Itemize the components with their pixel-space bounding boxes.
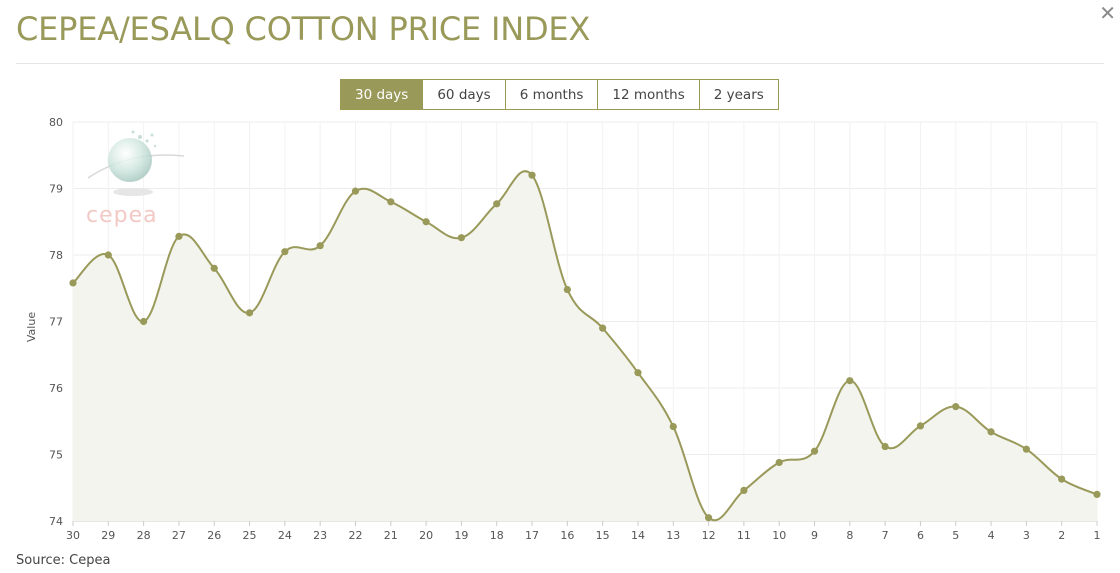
data-point xyxy=(493,200,501,208)
x-tick-label: 8 xyxy=(846,529,853,542)
data-point xyxy=(634,369,642,377)
data-point xyxy=(952,403,960,411)
range-tabs: 30 days 60 days 6 months 12 months 2 yea… xyxy=(340,79,779,110)
x-tick-label: 16 xyxy=(560,529,574,542)
data-point xyxy=(704,514,713,522)
series-points xyxy=(69,171,1101,522)
data-point xyxy=(387,198,395,206)
source-note: Source: Cepea xyxy=(16,553,111,568)
x-tick-label: 7 xyxy=(882,529,889,542)
header-divider xyxy=(16,63,1104,64)
y-tick-label: 79 xyxy=(49,183,63,196)
data-point xyxy=(245,309,254,317)
x-tick-label: 2 xyxy=(1058,529,1065,542)
x-tick-label: 4 xyxy=(988,529,995,542)
x-tick-label: 5 xyxy=(952,529,959,542)
data-point xyxy=(669,422,677,431)
data-point xyxy=(1022,445,1030,453)
x-tick-label: 27 xyxy=(172,529,186,542)
x-tick-label: 12 xyxy=(702,529,716,542)
x-tick-label: 26 xyxy=(207,529,221,542)
y-tick-label: 75 xyxy=(49,449,63,462)
cepea-logo-text: cepea xyxy=(86,203,158,228)
x-tick-label: 14 xyxy=(631,529,645,542)
data-point xyxy=(1058,475,1066,483)
x-axis: 30 29 28 27 26 25 24 23 22 21 20 19 18 17 16 15 14 13 12 11… xyxy=(66,520,1101,542)
data-point xyxy=(563,285,571,294)
data-point xyxy=(351,187,360,195)
data-point xyxy=(528,171,536,179)
tab-6-months[interactable]: 6 months xyxy=(504,80,598,109)
cepea-logo-watermark: cepea xyxy=(86,130,185,228)
x-tick-label: 21 xyxy=(384,529,398,542)
data-point xyxy=(422,218,430,226)
y-tick-label: 76 xyxy=(49,382,63,395)
y-tick-label: 80 xyxy=(49,116,63,129)
y-axis: 74 75 76 77 78 79 80 xyxy=(49,116,63,528)
x-tick-label: 29 xyxy=(101,529,115,542)
y-tick-label: 78 xyxy=(49,249,63,262)
x-tick-label: 3 xyxy=(1023,529,1030,542)
close-icon[interactable]: ✕ xyxy=(1099,1,1116,25)
series-line xyxy=(72,170,1098,522)
x-tick-label: 28 xyxy=(137,529,151,542)
y-axis-label: Value xyxy=(25,312,38,342)
x-tick-label: 11 xyxy=(737,529,751,542)
data-point xyxy=(1093,490,1101,498)
tab-2-years[interactable]: 2 years xyxy=(698,80,778,109)
data-point xyxy=(104,251,112,259)
x-tick-label: 22 xyxy=(348,529,362,542)
x-tick-label: 6 xyxy=(917,529,924,542)
x-tick-label: 30 xyxy=(66,529,80,542)
x-tick-label: 15 xyxy=(596,529,610,542)
data-point xyxy=(316,242,324,250)
data-point xyxy=(740,486,748,495)
data-point xyxy=(210,264,218,272)
data-point xyxy=(140,317,148,326)
data-point xyxy=(69,279,77,287)
x-tick-label: 17 xyxy=(525,529,539,542)
x-tick-label: 24 xyxy=(278,529,292,542)
x-tick-label: 25 xyxy=(243,529,257,542)
data-point xyxy=(457,234,466,242)
x-tick-label: 1 xyxy=(1094,529,1101,542)
tab-12-months[interactable]: 12 months xyxy=(597,80,698,109)
x-tick-label: 13 xyxy=(666,529,680,542)
y-tick-label: 77 xyxy=(49,316,63,329)
x-tick-label: 23 xyxy=(313,529,327,542)
x-tick-label: 10 xyxy=(772,529,786,542)
x-tick-label: 18 xyxy=(490,529,504,542)
x-tick-label: 19 xyxy=(454,529,468,542)
data-point xyxy=(599,324,607,332)
tab-60-days[interactable]: 60 days xyxy=(422,80,504,109)
data-point xyxy=(810,447,819,455)
tab-30-days[interactable]: 30 days xyxy=(341,80,423,109)
data-point xyxy=(916,422,925,430)
data-point xyxy=(881,442,889,451)
data-point xyxy=(987,428,995,436)
data-point xyxy=(775,458,783,467)
y-tick-label: 74 xyxy=(49,515,63,528)
data-point xyxy=(281,248,289,256)
data-point xyxy=(846,377,854,385)
x-tick-label: 9 xyxy=(811,529,818,542)
page-title: CEPEA/ESALQ COTTON PRICE INDEX xyxy=(16,10,591,48)
series-area xyxy=(73,171,1097,522)
data-point xyxy=(175,232,183,240)
x-tick-label: 20 xyxy=(419,529,433,542)
